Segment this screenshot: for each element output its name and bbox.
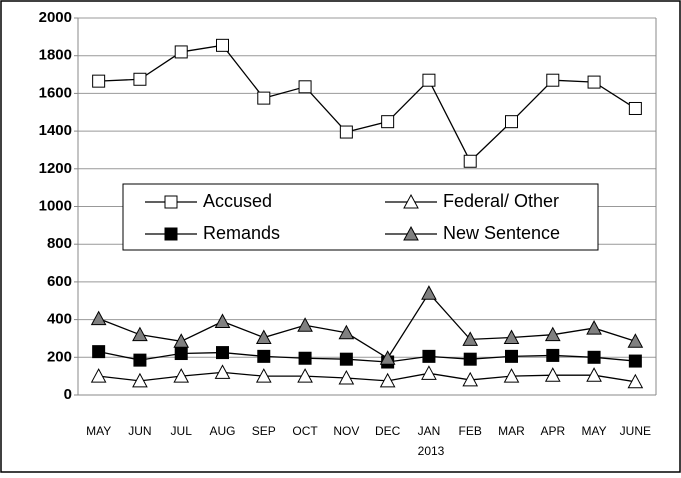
marker — [586, 320, 602, 335]
x-tick-label: OCT — [292, 424, 318, 438]
legend-label: New Sentence — [443, 223, 560, 243]
marker — [421, 365, 437, 380]
marker — [216, 346, 229, 360]
legend-box — [122, 183, 599, 251]
marker — [587, 350, 601, 364]
marker — [463, 154, 477, 168]
marker — [214, 313, 231, 328]
marker — [133, 72, 147, 86]
x-tick-label: NOV — [333, 424, 359, 438]
marker — [546, 73, 560, 87]
marker — [298, 80, 312, 94]
marker — [90, 368, 107, 383]
x-tick-label: MAY — [86, 424, 111, 438]
marker — [503, 368, 520, 383]
marker — [132, 372, 148, 388]
marker — [174, 45, 188, 59]
marker — [255, 368, 272, 383]
marker — [403, 193, 419, 209]
marker — [338, 324, 355, 340]
marker — [628, 354, 642, 368]
marker — [505, 349, 518, 363]
marker — [298, 351, 312, 365]
marker — [216, 38, 229, 52]
x-tick-label: DEC — [375, 424, 401, 438]
y-tick-label: 1800 — [39, 47, 72, 64]
marker — [173, 333, 190, 348]
marker — [544, 367, 561, 382]
y-tick-label: 1000 — [39, 197, 72, 214]
marker — [339, 125, 353, 139]
marker — [255, 329, 272, 345]
marker — [544, 326, 561, 342]
marker — [403, 225, 419, 241]
marker — [92, 74, 106, 88]
marker — [90, 310, 107, 326]
marker — [297, 368, 313, 383]
marker — [381, 115, 395, 129]
marker — [627, 333, 644, 348]
marker — [462, 371, 479, 387]
marker — [338, 369, 355, 385]
y-tick-label: 800 — [47, 235, 72, 252]
series-line — [98, 371, 636, 383]
marker — [505, 115, 518, 129]
x-tick-label: MAY — [582, 424, 607, 438]
marker — [257, 349, 271, 363]
y-tick-label: 600 — [47, 273, 72, 290]
x-tick-label: JUN — [128, 424, 151, 438]
marker — [164, 195, 178, 209]
x-axis-label: 2013 — [418, 444, 445, 458]
marker — [133, 353, 147, 367]
marker — [421, 285, 437, 300]
series-line — [98, 44, 636, 163]
marker — [422, 73, 436, 87]
marker — [173, 368, 190, 383]
legend-label: Remands — [203, 223, 280, 243]
marker — [546, 348, 560, 362]
marker — [297, 317, 313, 332]
marker — [627, 373, 644, 389]
x-tick-label: MAR — [498, 424, 525, 438]
marker — [628, 101, 642, 115]
x-tick-label: AUG — [209, 424, 235, 438]
y-tick-label: 1400 — [39, 122, 72, 139]
marker — [463, 352, 477, 366]
marker — [379, 372, 396, 388]
legend-label: Accused — [203, 191, 272, 211]
y-tick-label: 0 — [64, 386, 72, 403]
y-tick-label: 200 — [47, 348, 72, 365]
series-line — [98, 292, 636, 360]
y-tick-label: 400 — [47, 311, 72, 328]
x-tick-label: SEP — [252, 424, 276, 438]
marker — [214, 364, 231, 379]
marker — [132, 326, 148, 342]
y-tick-label: 2000 — [39, 9, 72, 26]
marker — [379, 350, 396, 365]
marker — [257, 91, 271, 105]
x-tick-label: JUL — [171, 424, 193, 438]
marker — [164, 227, 178, 241]
marker — [503, 329, 520, 345]
marker — [174, 347, 188, 361]
marker — [587, 75, 601, 89]
x-tick-label: JAN — [418, 424, 441, 438]
marker — [92, 345, 106, 359]
x-tick-label: FEB — [459, 424, 482, 438]
legend-label: Federal/ Other — [443, 191, 559, 211]
marker — [462, 331, 479, 346]
marker — [339, 352, 353, 366]
marker — [422, 349, 436, 363]
x-tick-label: APR — [540, 424, 565, 438]
y-tick-label: 1200 — [39, 160, 72, 177]
series-line — [98, 351, 636, 363]
x-tick-label: JUNE — [620, 424, 651, 438]
marker — [586, 367, 602, 382]
y-tick-label: 1600 — [39, 84, 72, 101]
